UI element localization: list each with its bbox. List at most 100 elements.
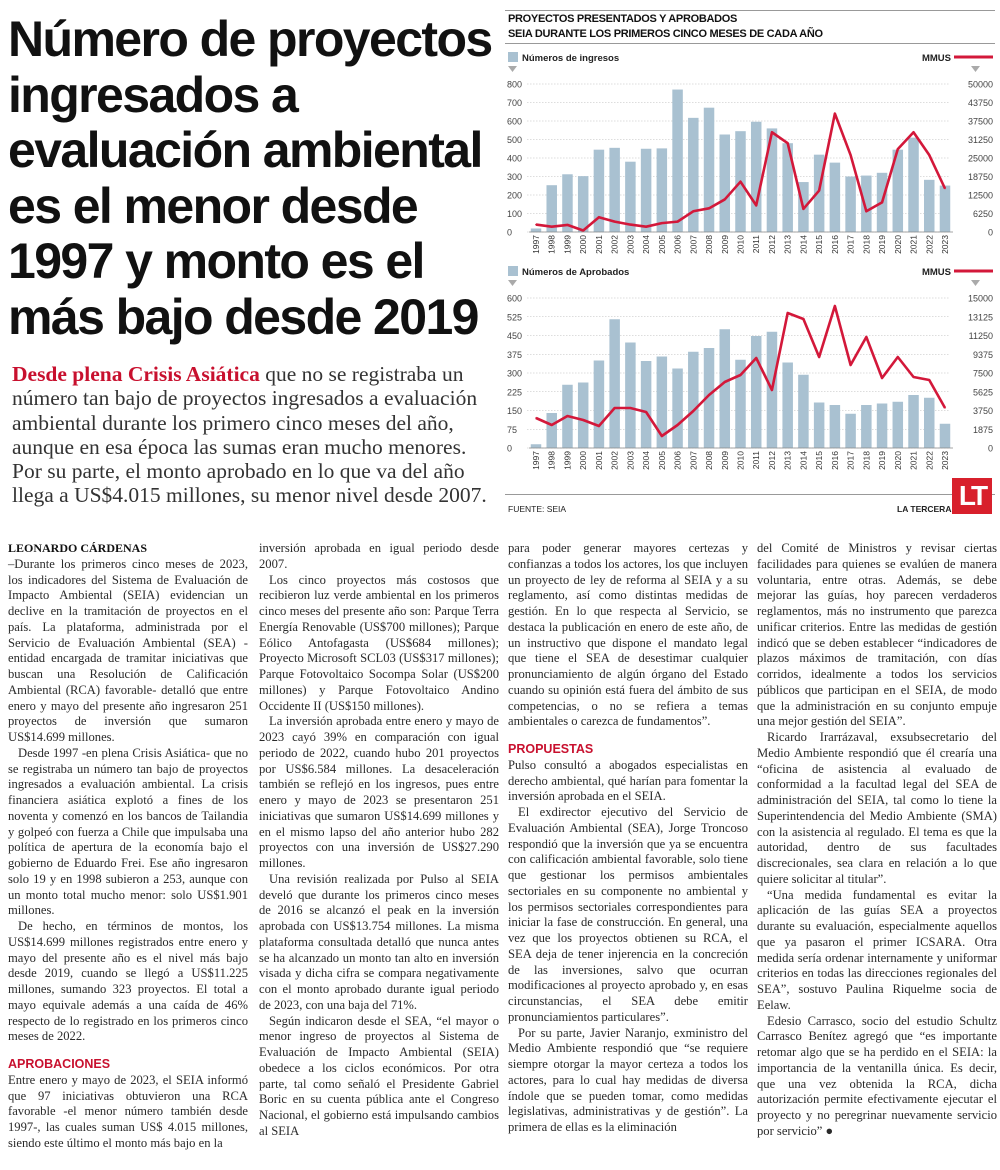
line-point [629, 223, 632, 226]
bar [530, 228, 542, 232]
bar [530, 444, 542, 448]
line-point [912, 376, 915, 378]
y2-tick-label: 3750 [973, 406, 993, 416]
line-point [802, 208, 805, 210]
line-point [802, 318, 805, 320]
x-tick-label: 2014 [798, 451, 808, 470]
x-tick-label: 1997 [531, 235, 541, 254]
bar [735, 359, 746, 448]
bar [688, 351, 699, 448]
y2-tick-label: 15000 [968, 294, 993, 304]
bar [719, 134, 731, 232]
y2-tick-label: 25000 [968, 154, 993, 164]
x-tick-label: 2019 [877, 451, 887, 470]
paragraph: inversión aprobada en igual periodo desd… [259, 541, 499, 571]
line-point [613, 220, 616, 223]
divider [505, 10, 995, 11]
x-tick-label: 2012 [767, 451, 777, 470]
line-point [645, 411, 647, 413]
y-tick-label: 400 [507, 154, 522, 164]
x-tick-label: 2020 [893, 451, 903, 470]
x-tick-label: 2015 [814, 451, 824, 470]
line-point [645, 225, 647, 228]
x-tick-label: 1999 [562, 235, 572, 254]
line-point [944, 187, 946, 190]
bar [672, 89, 683, 232]
line-point [582, 229, 584, 232]
x-tick-label: 2004 [641, 451, 651, 470]
x-tick-label: 1999 [562, 451, 572, 470]
y2-tick-label: 5625 [973, 387, 993, 397]
bar [703, 107, 715, 232]
line-point [566, 415, 569, 417]
bar [829, 162, 841, 232]
bar [609, 319, 620, 448]
legend-label-line: MMUS [922, 267, 951, 278]
line-point [550, 424, 553, 426]
lead-paragraph: Desde plena Crisis Asiática que no se re… [12, 362, 497, 508]
x-tick-label: 2009 [720, 451, 730, 470]
x-tick-label: 2001 [594, 235, 604, 254]
line-point [739, 374, 742, 376]
legend-swatch-bar [508, 52, 518, 62]
line-point [692, 410, 695, 412]
paragraph: Según indicaron desde el SEA, “el mayor … [259, 1013, 499, 1138]
right-axis-arrow-icon [971, 280, 980, 286]
y2-tick-label: 31250 [968, 135, 993, 145]
x-tick-label: 2011 [751, 451, 761, 470]
x-tick-label: 2000 [578, 235, 588, 254]
line-point [661, 435, 663, 437]
divider [505, 43, 995, 44]
line-point [535, 417, 537, 419]
paragraph: “Una medida fundamental es evitar la apl… [757, 887, 997, 1012]
bar [656, 148, 668, 232]
line-point [582, 419, 584, 421]
line-point [912, 131, 915, 134]
byline: LEONARDO CÁRDENAS [8, 541, 148, 555]
article-column-2: inversión aprobada en igual periodo desd… [259, 541, 499, 1140]
x-tick-label: 2002 [610, 451, 620, 470]
y-tick-label: 375 [507, 350, 522, 360]
x-tick-label: 2014 [798, 235, 808, 254]
bar [939, 185, 951, 232]
legend-label-bars: Números de ingresos [522, 53, 619, 64]
bar [593, 149, 605, 232]
y-tick-label: 150 [507, 406, 522, 416]
paragraph: Los cinco proyectos más costosos que rec… [259, 572, 499, 713]
article-column-4: del Comité de Ministros y revisar cierta… [757, 541, 997, 1140]
paragraph: Entre enero y mayo de 2023, el SEIA info… [8, 1072, 248, 1150]
x-tick-label: 2010 [735, 451, 745, 470]
bar [577, 176, 589, 232]
x-tick-label: 2016 [830, 235, 840, 254]
x-tick-label: 2022 [924, 451, 934, 470]
x-tick-label: 2006 [673, 451, 683, 470]
graphic-title-line1: PROYECTOS PRESENTADOS Y APROBADOS [508, 13, 738, 25]
bar [703, 348, 715, 448]
y-tick-label: 600 [507, 117, 522, 127]
paragraph: La inversión aprobada entre enero y mayo… [259, 714, 499, 870]
line-point [771, 131, 773, 134]
paragraph: Ricardo Irarrázaval, exsubsecretario del… [757, 730, 997, 886]
bar [546, 185, 557, 232]
y2-tick-label: 13125 [968, 312, 993, 322]
line-point [865, 336, 868, 338]
bar [829, 405, 841, 448]
y-tick-label: 525 [507, 312, 522, 322]
divider [505, 494, 995, 495]
y-tick-label: 600 [507, 294, 522, 304]
bar [908, 137, 919, 232]
line-point [928, 379, 931, 381]
y2-tick-label: 50000 [968, 80, 993, 90]
paragraph: Edesio Carrasco, socio del estudio Schul… [757, 1013, 997, 1138]
line-point [771, 389, 773, 391]
bar [861, 405, 872, 448]
credit: LA TERCERA [897, 504, 952, 514]
x-tick-label: 2011 [751, 235, 761, 254]
x-tick-label: 2017 [846, 451, 856, 470]
x-tick-label: 1998 [547, 451, 557, 470]
bar [845, 176, 856, 232]
line-point [896, 356, 899, 358]
bar [719, 329, 731, 448]
line-point [723, 198, 726, 201]
line-point [865, 210, 868, 213]
